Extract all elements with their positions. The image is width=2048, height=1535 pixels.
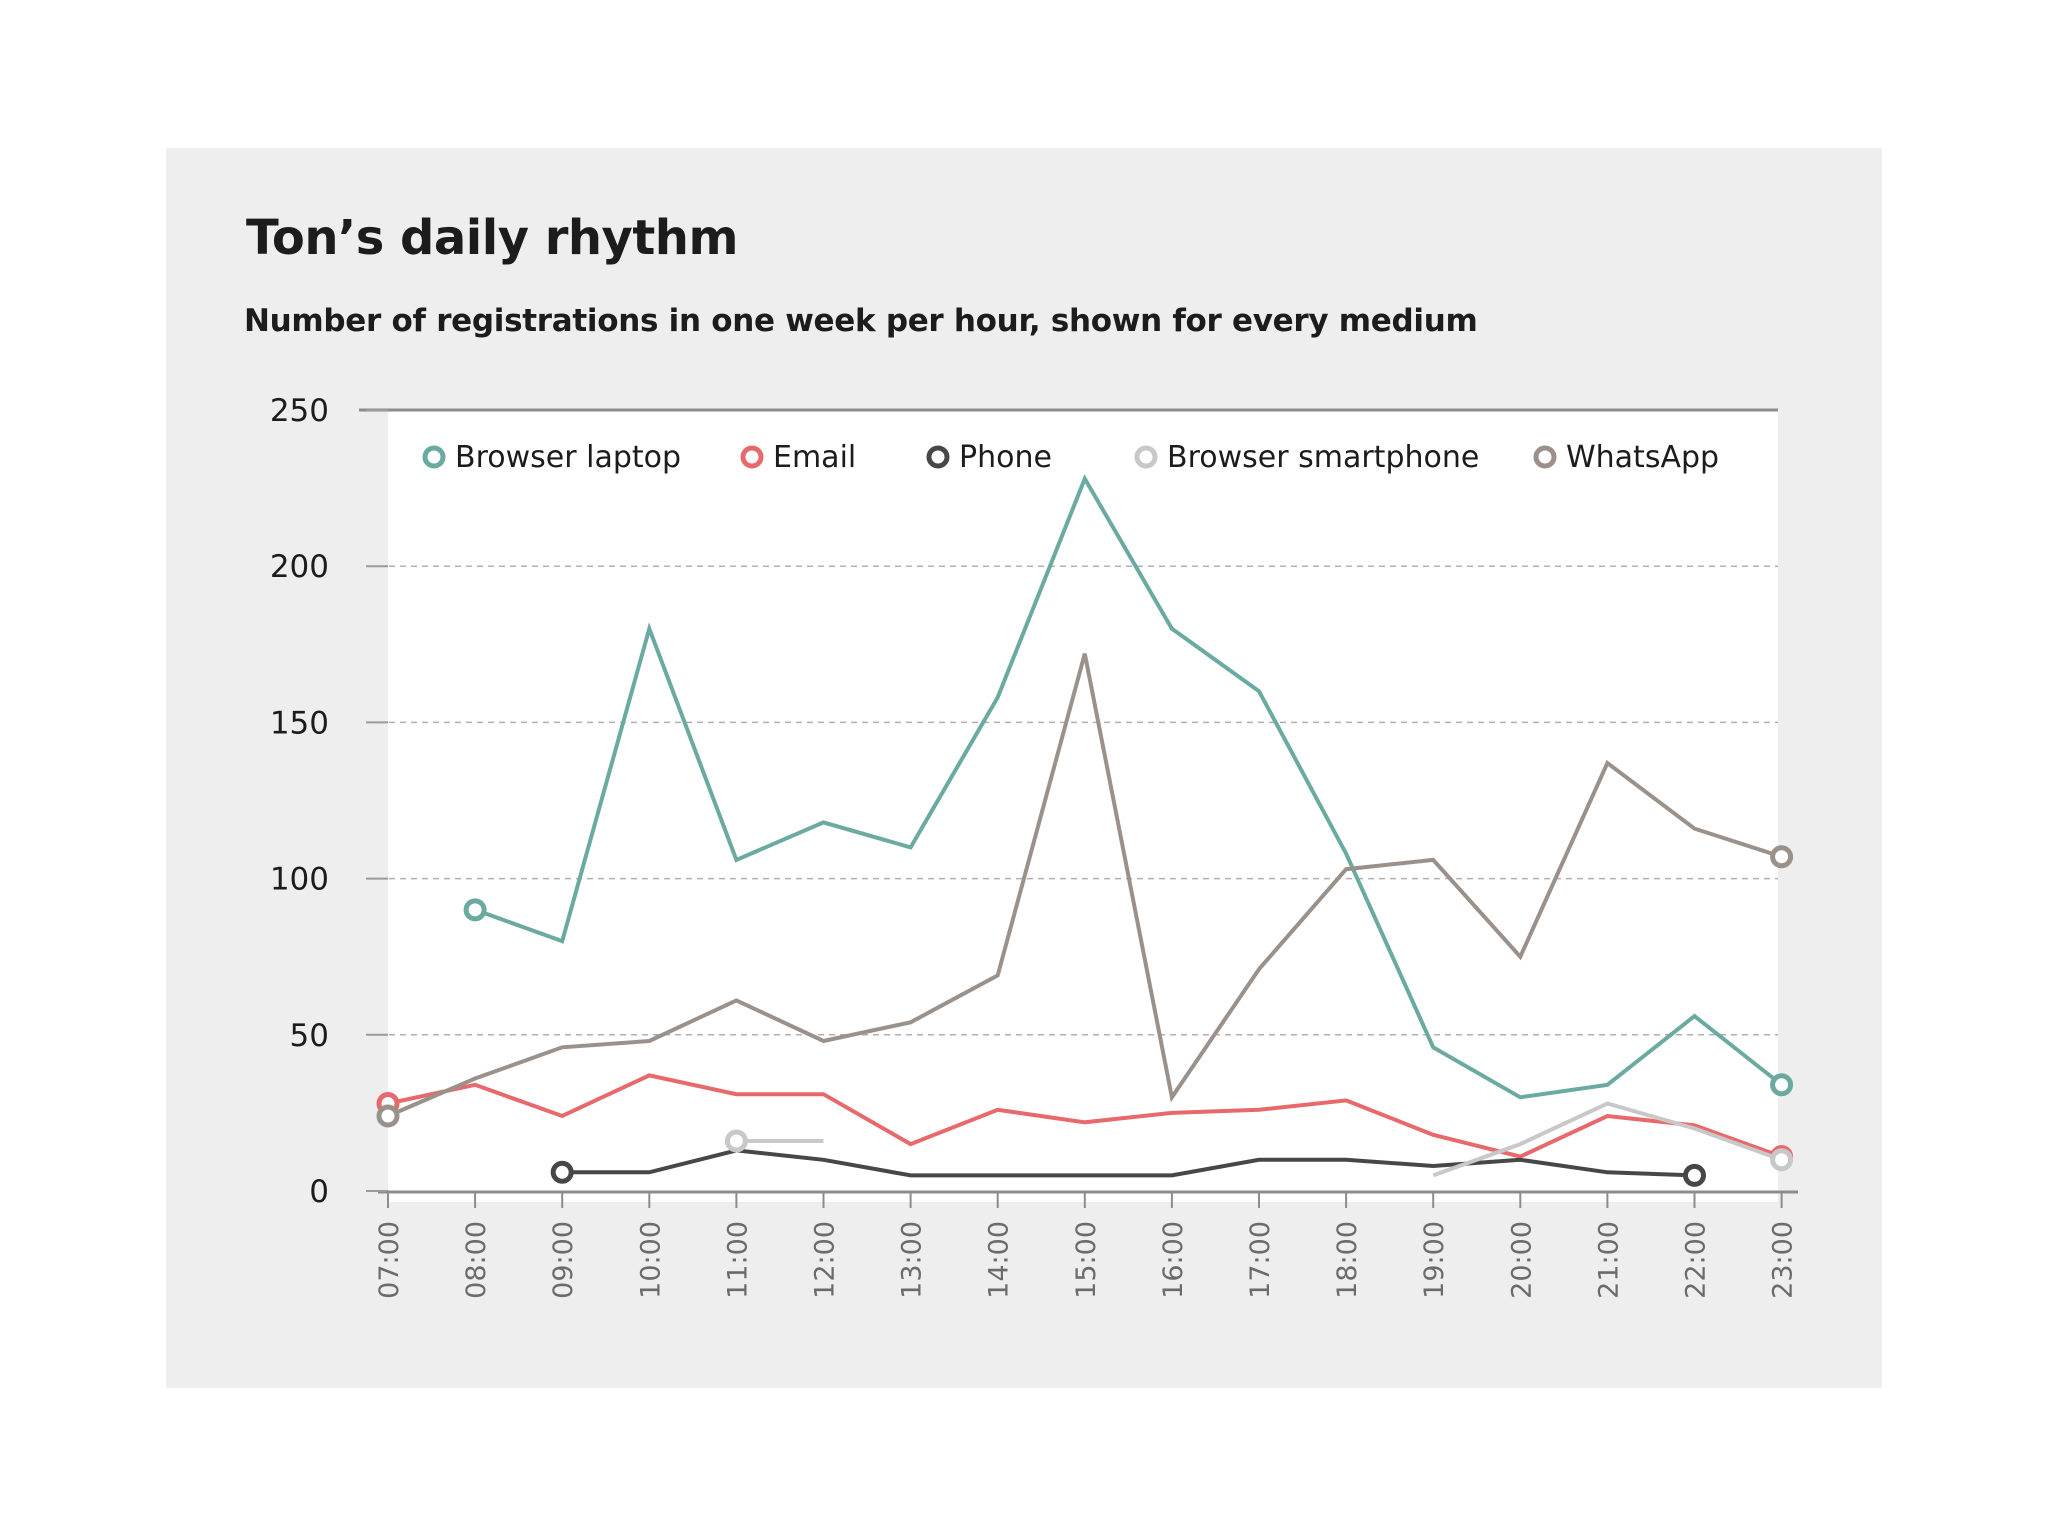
legend-marker <box>926 445 950 469</box>
series-marker-phone-start <box>550 1160 574 1184</box>
x-tick-label: 07:00 <box>374 1221 405 1299</box>
series-marker-browser-smartphone-start <box>724 1129 748 1153</box>
series-marker-browser-laptop-start <box>463 898 487 922</box>
legend-marker <box>1533 445 1557 469</box>
legend-label: WhatsApp <box>1566 440 1719 475</box>
legend-item-whatsapp: WhatsApp <box>1533 440 1719 475</box>
legend-label: Browser laptop <box>455 440 681 475</box>
legend-label: Email <box>773 440 856 475</box>
series-marker-whatsapp-end <box>1770 845 1794 869</box>
legend-label: Browser smartphone <box>1167 440 1479 475</box>
legend-item-phone: Phone <box>926 440 1052 475</box>
y-tick-label: 100 <box>270 862 329 898</box>
series-marker-browser-smartphone-end <box>1770 1148 1794 1172</box>
x-tick-label: 13:00 <box>897 1221 928 1299</box>
x-tick-label: 16:00 <box>1158 1221 1189 1299</box>
x-tick-label: 14:00 <box>984 1221 1015 1299</box>
line-chart: 0 50 100 150 200 250 07:00 08:00 09:00 10:00 11:0… <box>270 393 1799 1299</box>
series-line-browser-laptop <box>474 474 1783 1100</box>
series-line-phone <box>562 1148 1695 1178</box>
legend-label: Phone <box>959 440 1052 475</box>
legend-item-email: Email <box>740 440 856 475</box>
legend-marker <box>740 445 764 469</box>
x-tick-label: 09:00 <box>548 1221 579 1299</box>
y-tick-label: 0 <box>309 1174 329 1210</box>
x-tick-label: 17:00 <box>1245 1221 1276 1299</box>
grid-lines <box>378 565 1778 1036</box>
x-tick-label: 10:00 <box>635 1221 666 1299</box>
chart-card: Ton’s daily rhythm Number of registratio… <box>166 148 1882 1388</box>
series-marker-browser-laptop-end <box>1770 1073 1794 1097</box>
x-tick-label: 12:00 <box>810 1221 841 1299</box>
series-group <box>376 474 1794 1187</box>
x-tick-label: 11:00 <box>722 1221 753 1299</box>
series-line-browser-smartphone <box>1432 1101 1783 1178</box>
legend-marker <box>1134 445 1158 469</box>
x-tick-label: 23:00 <box>1768 1221 1799 1299</box>
x-tick-label: 19:00 <box>1419 1221 1450 1299</box>
legend-item-browser-laptop: Browser laptop <box>422 440 681 475</box>
legend-item-browser-smartphone: Browser smartphone <box>1134 440 1479 475</box>
series-line-whatsapp <box>387 653 1783 1118</box>
x-tick-label: 22:00 <box>1681 1221 1712 1299</box>
chart-subtitle: Number of registrations in one week per … <box>244 303 1478 339</box>
y-tick-label: 50 <box>290 1018 329 1054</box>
x-tick-label: 18:00 <box>1332 1221 1363 1299</box>
axes <box>359 408 1798 1194</box>
y-tick-label: 250 <box>270 393 329 429</box>
series-marker-phone-end <box>1683 1163 1706 1187</box>
chart-title: Ton’s daily rhythm <box>246 210 738 266</box>
legend-marker <box>422 445 446 469</box>
x-tick-label: 20:00 <box>1506 1221 1537 1299</box>
y-tick-label: 200 <box>270 549 329 585</box>
legend: Browser laptop Email Phone Browser smartpho… <box>422 440 1719 475</box>
x-axis-ticks: 07:00 08:00 09:00 10:00 11:00 12:00 13:00 14:00… <box>374 1191 1799 1299</box>
x-tick-label: 21:00 <box>1593 1221 1624 1299</box>
series-line-email <box>387 1073 1783 1159</box>
y-tick-label: 150 <box>270 705 329 741</box>
series-marker-whatsapp-start <box>376 1104 400 1128</box>
plot-area <box>388 410 1778 1202</box>
x-tick-label: 08:00 <box>461 1221 492 1299</box>
x-tick-label: 15:00 <box>1071 1221 1102 1299</box>
y-axis-ticks: 0 50 100 150 200 250 <box>270 393 388 1210</box>
